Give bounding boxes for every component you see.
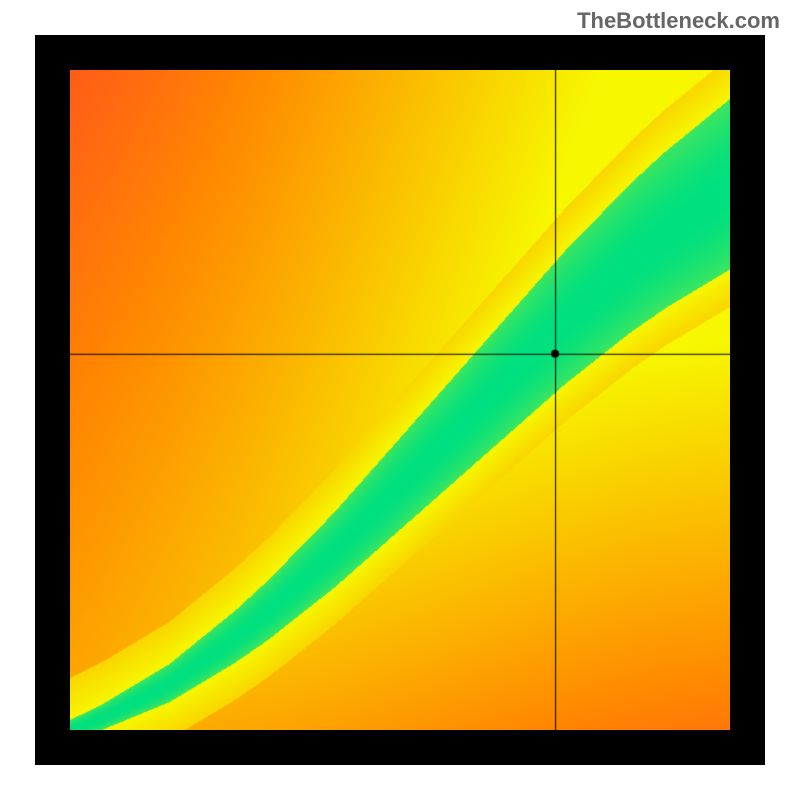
watermark-text: TheBottleneck.com (577, 8, 780, 34)
chart-container: TheBottleneck.com (0, 0, 800, 800)
heatmap-canvas (70, 70, 730, 730)
